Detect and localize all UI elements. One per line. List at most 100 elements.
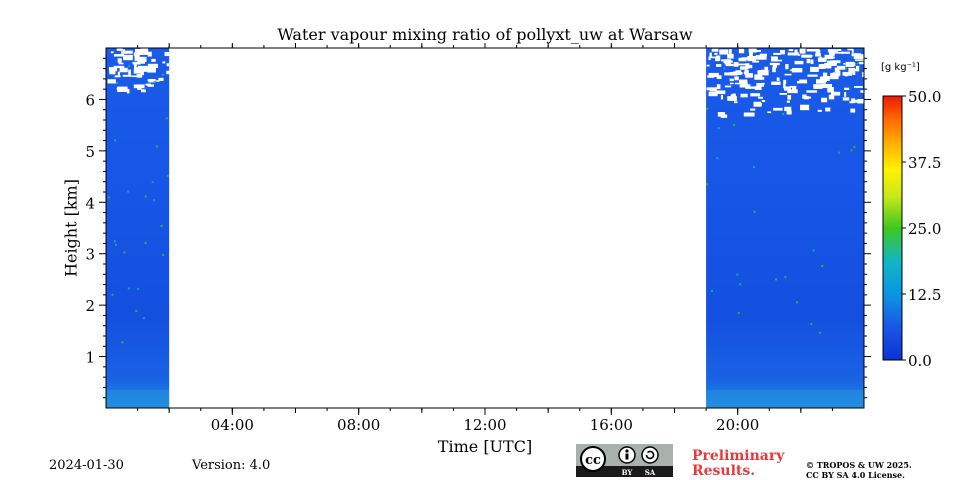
missing-data-gap [164, 51, 174, 57]
missing-data-gap [121, 51, 128, 54]
missing-data-gap [837, 49, 842, 52]
missing-data-gap [842, 71, 852, 76]
colorbar-tick-label: 37.5 [908, 154, 941, 172]
sa-arrow-icon [645, 450, 655, 460]
missing-data-gap [794, 49, 798, 53]
missing-data-gap [777, 59, 783, 62]
missing-data-gap [769, 62, 780, 66]
missing-data-gap [743, 112, 755, 117]
missing-data-gap [117, 58, 122, 63]
missing-data-gap [783, 79, 787, 85]
data-speckle [144, 195, 147, 198]
data-speckle [737, 311, 740, 314]
missing-data-gap [852, 71, 856, 75]
x-tick-label: 04:00 [211, 416, 254, 434]
data-speckle [166, 174, 169, 177]
surface-layer-1 [706, 390, 864, 408]
missing-data-gap [133, 63, 137, 69]
missing-data-gap [810, 59, 814, 65]
missing-data-gap [727, 53, 734, 59]
missing-data-gap [141, 89, 146, 93]
data-speckle [795, 301, 798, 304]
missing-data-gap [114, 75, 121, 78]
missing-data-gap [799, 48, 806, 54]
missing-data-gap [834, 67, 840, 73]
data-speckle [753, 166, 756, 169]
data-speckle [153, 80, 156, 83]
missing-data-gap [827, 60, 837, 67]
missing-data-gap [753, 101, 761, 107]
data-speckle [717, 127, 720, 130]
missing-data-gap [125, 50, 133, 54]
missing-data-gap [140, 70, 144, 76]
missing-data-gap [754, 74, 763, 80]
missing-data-gap [131, 75, 138, 78]
missing-data-gap [815, 50, 821, 56]
missing-data-gap [830, 72, 835, 76]
missing-data-gap [827, 65, 831, 69]
sa-share-icon [641, 446, 659, 464]
data-segment-1 [706, 48, 864, 408]
missing-data-gap [767, 111, 772, 114]
missing-data-gap [752, 50, 762, 52]
missing-data-gap [830, 74, 839, 80]
missing-data-gap [761, 99, 766, 103]
colorbar-tick-label: 25.0 [908, 220, 941, 238]
missing-data-gap [724, 85, 732, 88]
missing-data-gap [771, 81, 781, 85]
missing-data-gap [837, 70, 841, 76]
data-speckle [137, 287, 140, 290]
missing-data-gap [716, 75, 720, 79]
missing-data-gap [850, 108, 856, 113]
missing-data-gap [776, 77, 780, 82]
missing-data-gap [717, 112, 726, 117]
missing-data-gap [759, 76, 765, 80]
data-speckle [857, 61, 860, 64]
copyright-line2: CC BY SA 4.0 License. [806, 470, 905, 480]
missing-data-gap [758, 70, 769, 76]
missing-data-gap [772, 64, 778, 68]
preliminary-notice: Preliminary Results. [692, 449, 784, 479]
missing-data-gap [155, 80, 160, 82]
missing-data-gap [748, 48, 757, 53]
plot-area: 04:00 08:00 12:00 16:00 20:00 1 2 3 4 5 6 [85, 43, 884, 434]
missing-data-gap [779, 92, 787, 95]
missing-data-gap [794, 60, 804, 65]
missing-data-gap [857, 98, 866, 104]
missing-data-gap [759, 53, 767, 57]
missing-data-gap [756, 83, 764, 87]
missing-data-gap [755, 55, 767, 60]
by-label: BY [622, 468, 634, 477]
missing-data-gap [834, 51, 844, 54]
missing-data-gap [752, 60, 760, 63]
data-speckle [111, 293, 114, 296]
missing-data-gap [847, 48, 854, 51]
missing-data-gap [139, 52, 150, 55]
colorbar-scale [882, 95, 903, 361]
missing-data-gap [805, 55, 813, 57]
data-speckle [853, 145, 856, 148]
colorbar-tick-label: 12.5 [908, 286, 941, 304]
missing-data-gap [853, 85, 863, 88]
missing-data-gap [855, 65, 860, 71]
missing-data-gap [845, 61, 855, 67]
data-speckle [135, 309, 138, 312]
missing-data-gap [791, 86, 797, 90]
missing-data-gap [786, 100, 790, 103]
missing-data-gap [738, 57, 747, 62]
data-speckle [162, 73, 165, 76]
missing-data-gap [818, 64, 823, 69]
missing-data-gap [788, 49, 794, 52]
missing-data-gap [740, 66, 749, 70]
missing-data-gap [784, 106, 792, 112]
surface-layer-0 [106, 390, 170, 408]
data-speckle [844, 67, 847, 70]
missing-data-gap [750, 93, 761, 97]
data-speckle [736, 273, 739, 276]
missing-data-gap [137, 65, 148, 71]
missing-data-gap [787, 95, 792, 100]
missing-data-gap [719, 75, 722, 80]
missing-data-gap [716, 84, 721, 90]
missing-data-gap [709, 52, 712, 57]
by-person-head [625, 449, 629, 453]
